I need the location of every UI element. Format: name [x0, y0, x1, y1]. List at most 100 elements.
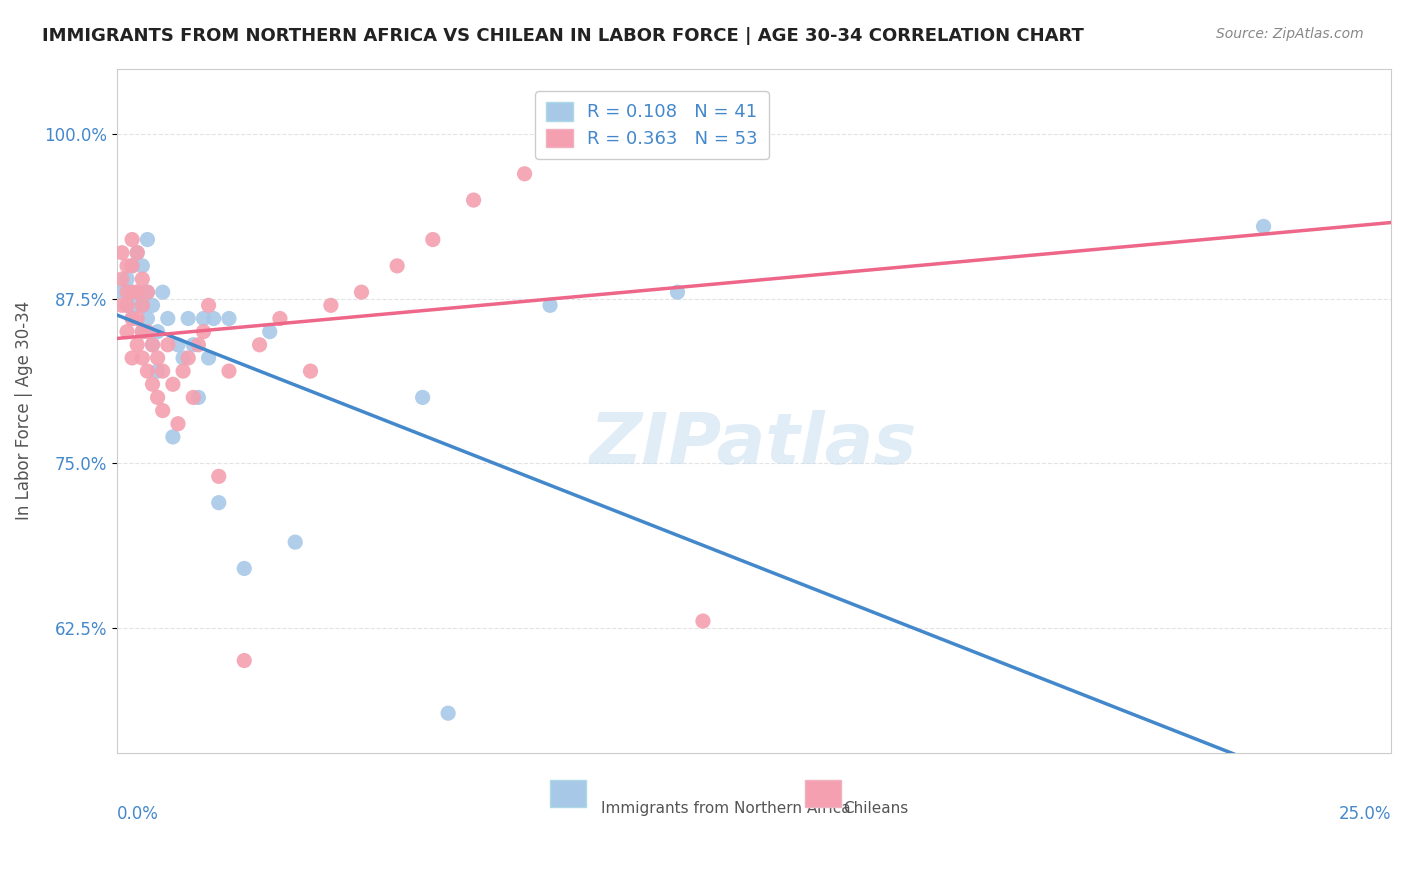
- Point: [136, 325, 159, 339]
- Point: [121, 285, 143, 300]
- Point: [463, 193, 485, 207]
- Point: [193, 311, 215, 326]
- Point: [589, 140, 612, 154]
- Point: [152, 364, 174, 378]
- Point: [127, 285, 149, 300]
- Point: [172, 351, 194, 365]
- Point: [131, 325, 153, 339]
- Point: [141, 338, 163, 352]
- Point: [208, 496, 231, 510]
- Point: [136, 285, 159, 300]
- Point: [121, 259, 143, 273]
- Point: [412, 391, 434, 405]
- Point: [233, 654, 256, 668]
- Point: [208, 469, 231, 483]
- Point: [115, 325, 138, 339]
- Point: [131, 325, 153, 339]
- Point: [121, 259, 143, 273]
- Point: [177, 311, 200, 326]
- Point: [156, 311, 179, 326]
- Point: [152, 403, 174, 417]
- Point: [187, 338, 209, 352]
- Point: [152, 285, 174, 300]
- Point: [233, 561, 256, 575]
- Text: Source: ZipAtlas.com: Source: ZipAtlas.com: [1216, 27, 1364, 41]
- Y-axis label: In Labor Force | Age 30-34: In Labor Force | Age 30-34: [15, 301, 32, 520]
- Point: [319, 298, 342, 312]
- Text: 0.0%: 0.0%: [117, 805, 159, 823]
- FancyBboxPatch shape: [804, 780, 841, 807]
- Point: [162, 430, 184, 444]
- Text: Chileans: Chileans: [844, 800, 908, 815]
- Point: [131, 272, 153, 286]
- Point: [218, 311, 240, 326]
- FancyBboxPatch shape: [550, 780, 586, 807]
- Point: [350, 285, 373, 300]
- Point: [259, 325, 281, 339]
- Point: [249, 338, 271, 352]
- Point: [121, 311, 143, 326]
- Point: [181, 338, 204, 352]
- Point: [146, 364, 169, 378]
- Point: [156, 338, 179, 352]
- Point: [692, 614, 714, 628]
- Point: [141, 377, 163, 392]
- Point: [127, 298, 149, 312]
- Point: [269, 311, 291, 326]
- Point: [437, 706, 460, 721]
- Point: [115, 298, 138, 312]
- Point: [218, 364, 240, 378]
- Point: [167, 417, 190, 431]
- Point: [111, 272, 134, 286]
- Point: [127, 285, 149, 300]
- Point: [127, 311, 149, 326]
- Point: [172, 364, 194, 378]
- Point: [127, 338, 149, 352]
- Point: [131, 259, 153, 273]
- Point: [136, 364, 159, 378]
- Point: [127, 245, 149, 260]
- Point: [284, 535, 307, 549]
- Text: Immigrants from Northern Africa: Immigrants from Northern Africa: [600, 800, 851, 815]
- Point: [111, 298, 134, 312]
- Point: [513, 167, 536, 181]
- Point: [197, 351, 219, 365]
- Point: [167, 338, 190, 352]
- Point: [115, 272, 138, 286]
- Text: 25.0%: 25.0%: [1339, 805, 1391, 823]
- Point: [115, 259, 138, 273]
- Point: [177, 351, 200, 365]
- Point: [538, 298, 561, 312]
- Text: ZIPatlas: ZIPatlas: [591, 410, 918, 479]
- Point: [121, 311, 143, 326]
- Point: [299, 364, 322, 378]
- Point: [115, 285, 138, 300]
- Point: [127, 245, 149, 260]
- Point: [385, 259, 408, 273]
- Point: [121, 285, 143, 300]
- Point: [187, 391, 209, 405]
- Point: [136, 285, 159, 300]
- Point: [146, 351, 169, 365]
- Point: [131, 351, 153, 365]
- Point: [146, 325, 169, 339]
- Point: [136, 311, 159, 326]
- Point: [121, 351, 143, 365]
- Point: [136, 233, 159, 247]
- Point: [141, 338, 163, 352]
- Point: [422, 233, 444, 247]
- Point: [121, 233, 143, 247]
- Point: [131, 298, 153, 312]
- Point: [146, 391, 169, 405]
- Point: [1253, 219, 1275, 234]
- Point: [131, 298, 153, 312]
- Point: [202, 311, 225, 326]
- Point: [162, 377, 184, 392]
- Point: [111, 245, 134, 260]
- Point: [111, 285, 134, 300]
- Point: [115, 298, 138, 312]
- Text: IMMIGRANTS FROM NORTHERN AFRICA VS CHILEAN IN LABOR FORCE | AGE 30-34 CORRELATIO: IMMIGRANTS FROM NORTHERN AFRICA VS CHILE…: [42, 27, 1084, 45]
- Point: [641, 128, 664, 142]
- Point: [197, 298, 219, 312]
- Point: [666, 285, 689, 300]
